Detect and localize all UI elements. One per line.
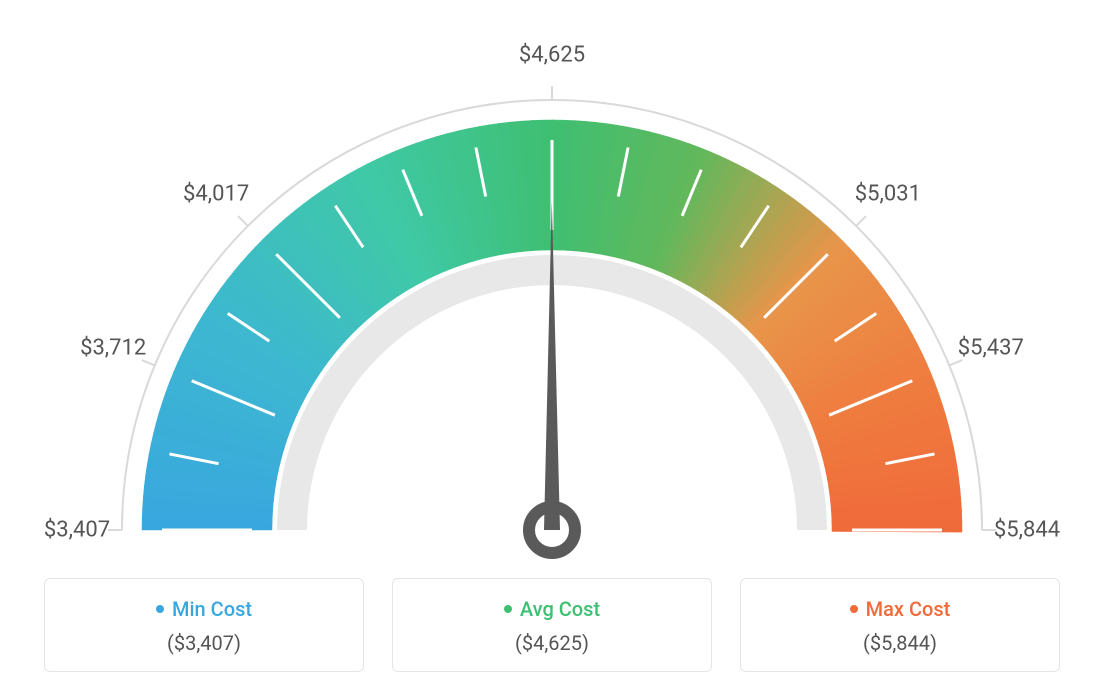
legend-label-avg: Avg Cost bbox=[520, 597, 600, 621]
legend-title-min: Min Cost bbox=[156, 597, 252, 621]
legend-value-avg: ($4,625) bbox=[403, 631, 701, 655]
gauge-tick-label: $5,437 bbox=[958, 336, 1024, 361]
gauge-tick-label: $4,625 bbox=[519, 43, 585, 68]
legend-row: Min Cost ($3,407) Avg Cost ($4,625) Max … bbox=[0, 578, 1104, 672]
legend-card-min: Min Cost ($3,407) bbox=[44, 578, 364, 672]
legend-label-max: Max Cost bbox=[866, 597, 951, 621]
legend-dot-avg bbox=[504, 605, 512, 613]
legend-card-avg: Avg Cost ($4,625) bbox=[392, 578, 712, 672]
legend-value-max: ($5,844) bbox=[751, 631, 1049, 655]
legend-dot-min bbox=[156, 605, 164, 613]
legend-card-max: Max Cost ($5,844) bbox=[740, 578, 1060, 672]
legend-label-min: Min Cost bbox=[172, 597, 252, 621]
gauge-tick-label: $4,017 bbox=[183, 182, 249, 207]
gauge-tick-label: $5,844 bbox=[994, 518, 1060, 543]
legend-title-avg: Avg Cost bbox=[504, 597, 600, 621]
gauge-tick-label: $5,031 bbox=[855, 182, 921, 207]
legend-dot-max bbox=[850, 605, 858, 613]
gauge-tick-label: $3,712 bbox=[80, 336, 146, 361]
legend-title-max: Max Cost bbox=[850, 597, 951, 621]
legend-value-min: ($3,407) bbox=[55, 631, 353, 655]
gauge-chart: $3,407 $3,712 $4,017 $4,625 $5,031 $5,437 $5,8… bbox=[0, 0, 1104, 560]
gauge-tick-label: $3,407 bbox=[44, 518, 110, 543]
gauge-svg bbox=[0, 0, 1104, 560]
